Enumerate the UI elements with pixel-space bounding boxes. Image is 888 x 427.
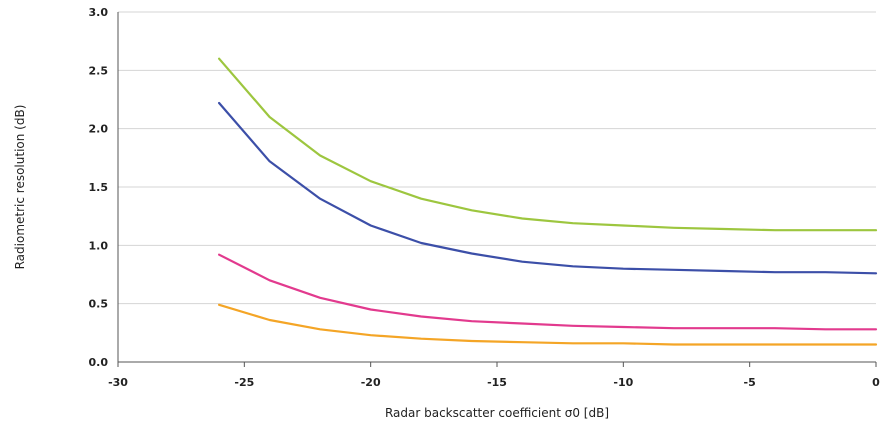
axes [117, 12, 877, 367]
series-line-1 [218, 57, 878, 232]
series-line-2 [218, 101, 878, 275]
x-tick-label: -10 [613, 376, 633, 389]
x-tick-label: -20 [361, 376, 381, 389]
y-tick-label: 3.0 [89, 6, 109, 19]
y-tick-label: 1.5 [89, 181, 109, 194]
x-tick-label: -25 [234, 376, 254, 389]
y-tick-label: 2.0 [89, 123, 109, 136]
y-tick-label: 1.0 [89, 239, 109, 252]
x-tick-label: 0 [872, 376, 880, 389]
series-line-4 [218, 303, 878, 346]
y-tick-label: 0.0 [89, 356, 109, 369]
series-lines [218, 57, 878, 346]
gridlines [118, 11, 876, 305]
y-tick-label: 0.5 [89, 298, 109, 311]
x-axis-title: Radar backscatter coefficient σ0 [dB] [385, 406, 609, 420]
x-tick-label: -5 [744, 376, 756, 389]
x-tick-label: -15 [487, 376, 507, 389]
x-tick-label: -30 [108, 376, 128, 389]
y-tick-label: 2.5 [89, 64, 109, 77]
tick-labels: 0.0 0.5 1.0 1.5 2.0 2.5 3.0 -30 -25 -20 -15 -10 -5 0 [89, 6, 881, 389]
series-line-3 [218, 253, 878, 331]
y-axis-title: Radiometric resolution (dB) [13, 105, 27, 270]
